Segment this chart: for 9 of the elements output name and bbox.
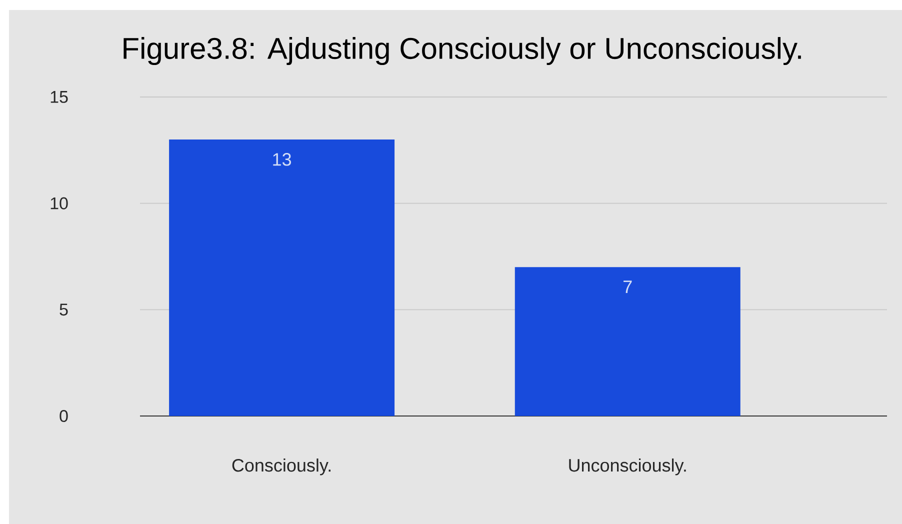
data-label: 13 [273, 153, 292, 166]
y-tick-label: 0 [60, 410, 68, 422]
x-tick-label: Consciously. [232, 458, 330, 476]
y-tick-label: 15 [50, 91, 68, 103]
x-tick-label: Unconsciously. [569, 458, 686, 476]
data-label: 7 [624, 280, 632, 294]
y-tick-label: 10 [50, 197, 68, 210]
y-tick-label: 5 [60, 304, 68, 316]
chart-title: Figure3.8: Ajdusting Consciously or Unconsciously. [124, 37, 801, 65]
